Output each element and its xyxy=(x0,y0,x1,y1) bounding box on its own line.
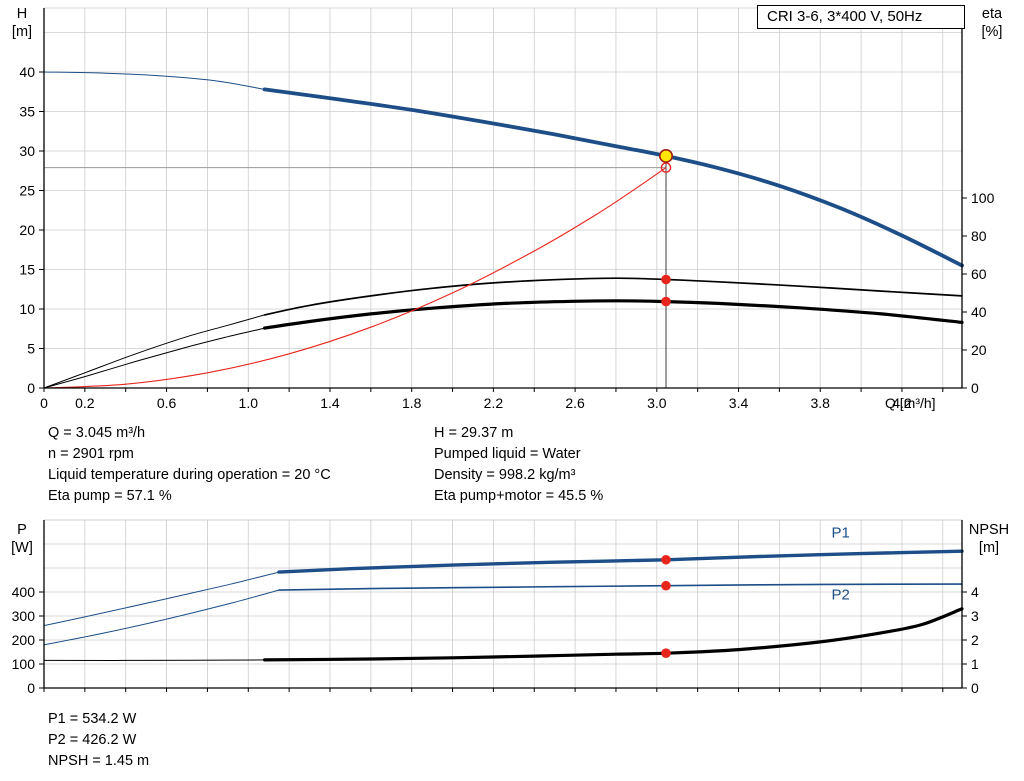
power-npsh-chart: P1 P2 0 100 200 300 400 0 1 2 3 4 xyxy=(12,519,979,696)
svg-text:40: 40 xyxy=(19,64,35,80)
curves xyxy=(43,71,964,389)
npsh-axis-corner-label: NPSH [m] xyxy=(958,521,1020,557)
power-axis-corner-label: P [W] xyxy=(2,521,42,557)
duty-dot xyxy=(661,648,671,658)
svg-text:1.0: 1.0 xyxy=(239,395,259,411)
svg-text:15: 15 xyxy=(19,261,35,277)
npsh-curve xyxy=(263,607,964,662)
qh-lead-curve xyxy=(43,71,265,90)
p2-curve xyxy=(278,583,963,591)
eta-pump-curve xyxy=(263,277,963,316)
axes: 0 100 200 300 400 0 1 2 3 4 xyxy=(12,519,979,696)
result-p1: P1 = 534.2 W xyxy=(48,711,137,727)
cond-density: Density = 998.2 kg/m³ xyxy=(434,467,576,483)
svg-text:1.4: 1.4 xyxy=(320,395,340,411)
svg-text:0.6: 0.6 xyxy=(157,395,177,411)
svg-text:0: 0 xyxy=(971,680,979,696)
cond-pumped-liquid: Pumped liquid = Water xyxy=(434,446,581,462)
svg-text:0.2: 0.2 xyxy=(75,395,95,411)
head-axis-symbol: H xyxy=(16,6,28,22)
svg-text:400: 400 xyxy=(12,584,36,600)
svg-text:1.8: 1.8 xyxy=(402,395,422,411)
p1-curve-label: P1 xyxy=(831,525,849,542)
operating-data-right-column: H = 29.37 m Pumped liquid = Water Densit… xyxy=(434,423,603,507)
svg-text:5: 5 xyxy=(27,340,35,356)
duty-markers xyxy=(661,554,671,658)
result-npsh: NPSH = 1.45 m xyxy=(48,753,150,769)
cond-eta-pump: Eta pump = 57.1 % xyxy=(48,488,172,504)
eta-axis-corner-label: eta [%] xyxy=(968,5,1016,41)
svg-text:1: 1 xyxy=(971,656,979,672)
qh-curve xyxy=(262,87,964,268)
p2-lead-curve xyxy=(43,589,280,646)
duty-dot xyxy=(661,296,671,307)
duty-dot xyxy=(661,580,671,591)
svg-text:100: 100 xyxy=(12,656,36,672)
svg-text:20: 20 xyxy=(971,342,987,358)
requested-duty-circle xyxy=(660,162,672,173)
power-axis-unit: [W] xyxy=(11,540,33,556)
pump-title-box: CRI 3-6, 3*400 V, 50Hz xyxy=(757,5,965,29)
svg-text:35: 35 xyxy=(19,103,35,119)
duty-point-marker xyxy=(659,148,674,163)
svg-text:80: 80 xyxy=(971,228,987,244)
eta-pump-motor-curve xyxy=(263,299,964,330)
svg-text:4.2: 4.2 xyxy=(892,395,912,411)
gridlines xyxy=(44,519,962,688)
p1-lead-curve xyxy=(43,571,280,627)
svg-text:2.6: 2.6 xyxy=(565,395,585,411)
cond-flow: Q = 3.045 m³/h xyxy=(48,425,146,441)
svg-text:3.0: 3.0 xyxy=(647,395,667,411)
eta-pump-lead-curve xyxy=(43,314,265,389)
svg-text:3.8: 3.8 xyxy=(811,395,831,411)
cond-liquid-temperature: Liquid temperature during operation = 20… xyxy=(48,467,331,483)
cond-speed: n = 2901 rpm xyxy=(48,446,134,462)
svg-text:0: 0 xyxy=(971,380,979,396)
p2-curve-label: P2 xyxy=(831,587,849,604)
eta-pump-motor-lead-curve xyxy=(43,327,265,389)
duty-crosshair xyxy=(44,155,667,388)
duty-dot xyxy=(661,554,671,565)
svg-text:2.2: 2.2 xyxy=(484,395,504,411)
eta-axis-unit: [%] xyxy=(981,24,1003,40)
svg-text:Q [m³/h]: Q [m³/h] xyxy=(885,395,936,411)
duty-markers xyxy=(659,148,674,307)
result-p2: P2 = 426.2 W xyxy=(48,732,137,748)
gridlines xyxy=(44,8,962,388)
power-axis-symbol: P xyxy=(17,522,27,538)
svg-text:25: 25 xyxy=(19,182,35,198)
duty-dot xyxy=(661,274,671,285)
operating-data-left-column: Q = 3.045 m³/h n = 2901 rpm Liquid tempe… xyxy=(48,423,331,507)
svg-text:300: 300 xyxy=(12,608,36,624)
svg-text:20: 20 xyxy=(19,222,35,238)
curves: P1 P2 xyxy=(43,525,964,662)
head-axis-corner-label: H [m] xyxy=(2,5,42,41)
svg-text:40: 40 xyxy=(971,304,987,320)
svg-text:3.4: 3.4 xyxy=(729,395,749,411)
svg-text:0: 0 xyxy=(40,395,48,411)
svg-text:100: 100 xyxy=(971,190,995,206)
svg-text:3: 3 xyxy=(971,608,979,624)
svg-text:200: 200 xyxy=(12,632,36,648)
qh-eta-chart: 0 5 10 15 20 25 30 35 40 0 20 40 60 80 100 0 0.2 0.6 1.0 1.… xyxy=(19,7,995,411)
svg-text:10: 10 xyxy=(19,301,35,317)
npsh-axis-symbol: NPSH xyxy=(968,522,1010,538)
power-npsh-results: P1 = 534.2 W P2 = 426.2 W NPSH = 1.45 m xyxy=(48,709,149,772)
svg-text:0: 0 xyxy=(27,380,35,396)
svg-text:2: 2 xyxy=(971,632,979,648)
npsh-lead-curve xyxy=(43,659,265,661)
system-curve-curve xyxy=(43,167,667,389)
svg-text:30: 30 xyxy=(19,143,35,159)
svg-text:60: 60 xyxy=(971,266,987,282)
svg-text:4: 4 xyxy=(971,584,979,600)
eta-axis-symbol: eta xyxy=(981,6,1003,22)
cond-eta-pump-motor: Eta pump+motor = 45.5 % xyxy=(434,488,604,504)
npsh-axis-unit: [m] xyxy=(978,540,1000,556)
head-axis-unit: [m] xyxy=(11,24,33,40)
p1-curve xyxy=(277,549,964,574)
cond-head: H = 29.37 m xyxy=(434,425,514,441)
svg-text:0: 0 xyxy=(27,680,35,696)
